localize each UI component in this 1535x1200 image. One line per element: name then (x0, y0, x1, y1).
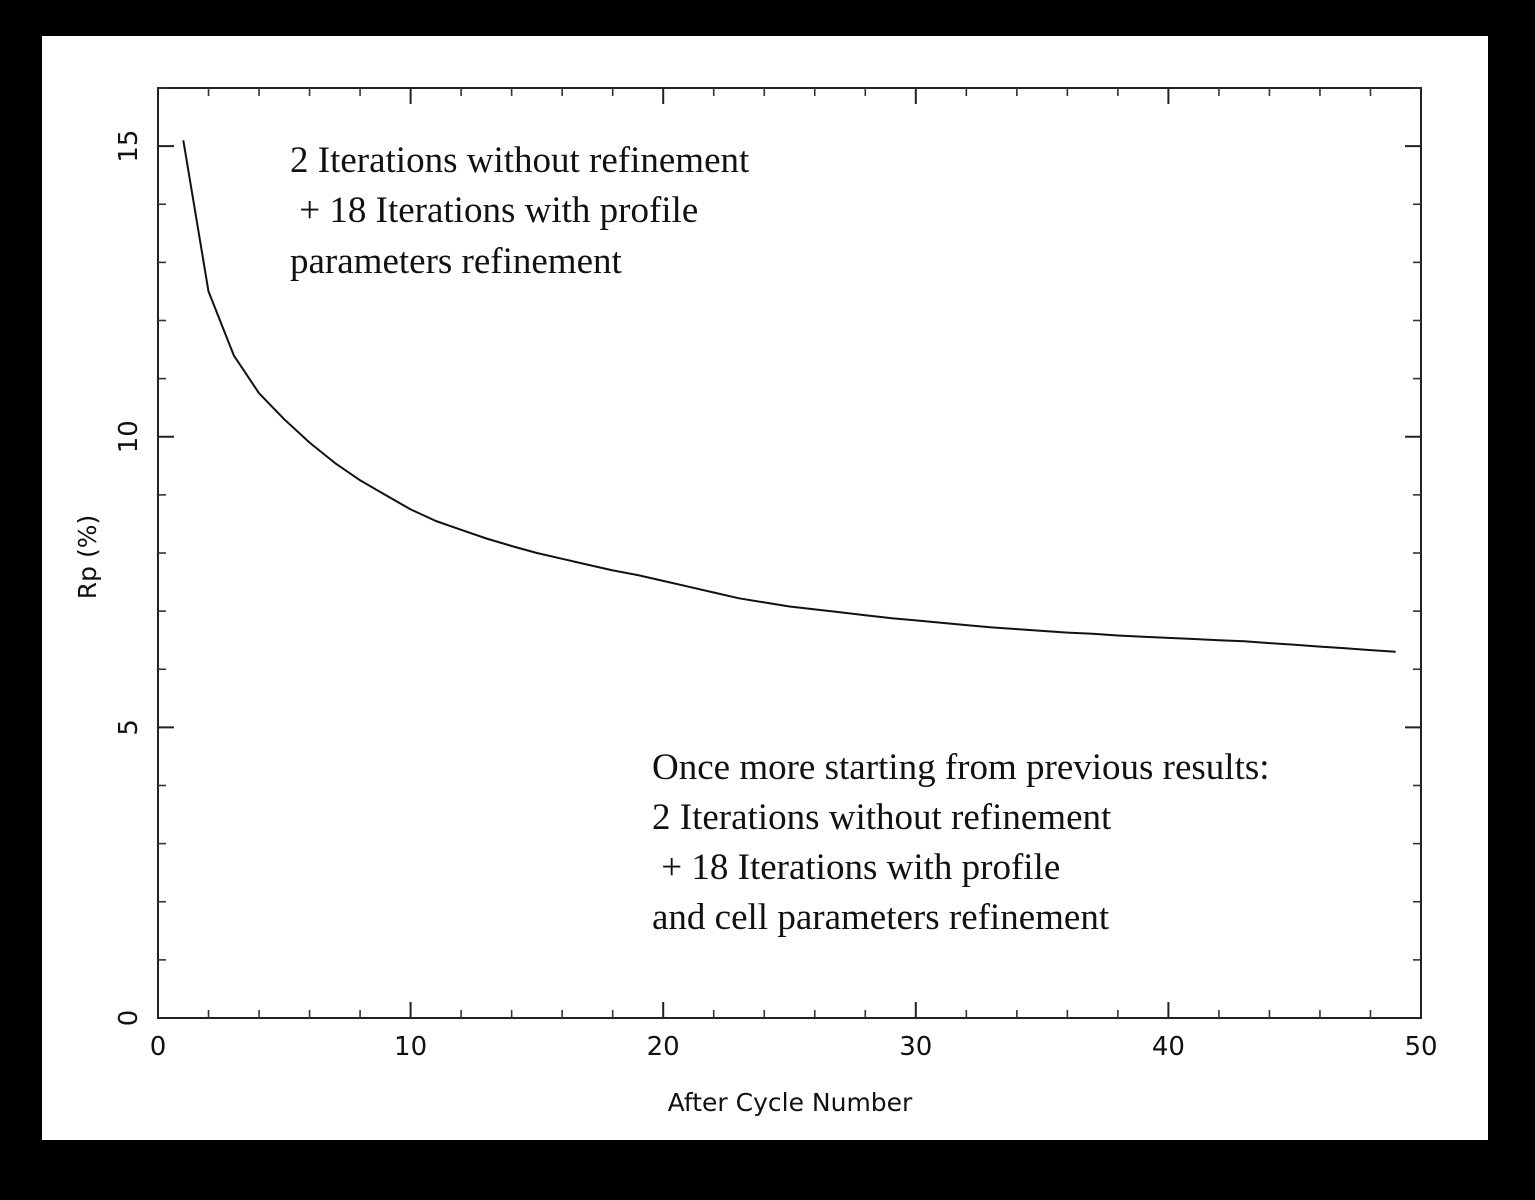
annotation-top-line-1: 2 Iterations without refinement (290, 140, 750, 181)
annotation-top-line-3: parameters refinement (290, 241, 623, 282)
chart-panel (42, 36, 1488, 1140)
x-tick-label: 20 (647, 1032, 680, 1062)
y-tick-label: 0 (114, 1010, 144, 1027)
x-tick-label: 40 (1152, 1032, 1185, 1062)
x-tick-label: 10 (394, 1032, 427, 1062)
y-tick-label: 15 (114, 130, 144, 163)
y-axis-title: Rp (%) (73, 515, 102, 599)
annotation-top-line-2: + 18 Iterations with profile (290, 190, 698, 231)
annotation-bottom-line-2: 2 Iterations without refinement (652, 797, 1112, 838)
x-axis-title: After Cycle Number (668, 1088, 913, 1117)
annotation-bottom-line-3: + 18 Iterations with profile (652, 847, 1060, 888)
annotation-bottom-right: Once more starting from previous results… (652, 747, 1334, 938)
y-tick-label: 5 (114, 719, 144, 736)
x-tick-label: 0 (150, 1032, 167, 1062)
rp-series-line (182, 140, 1396, 653)
x-tick-label: 50 (1404, 1032, 1437, 1062)
annotation-bottom-line-1: Once more starting from previous results… (652, 747, 1270, 788)
y-tick-label: 10 (114, 420, 144, 453)
annotation-bottom-line-4: and cell parameters refinement (652, 897, 1110, 938)
x-tick-label: 30 (899, 1032, 932, 1062)
annotation-top-left: 2 Iterations without refinement + 18 Ite… (290, 140, 814, 282)
